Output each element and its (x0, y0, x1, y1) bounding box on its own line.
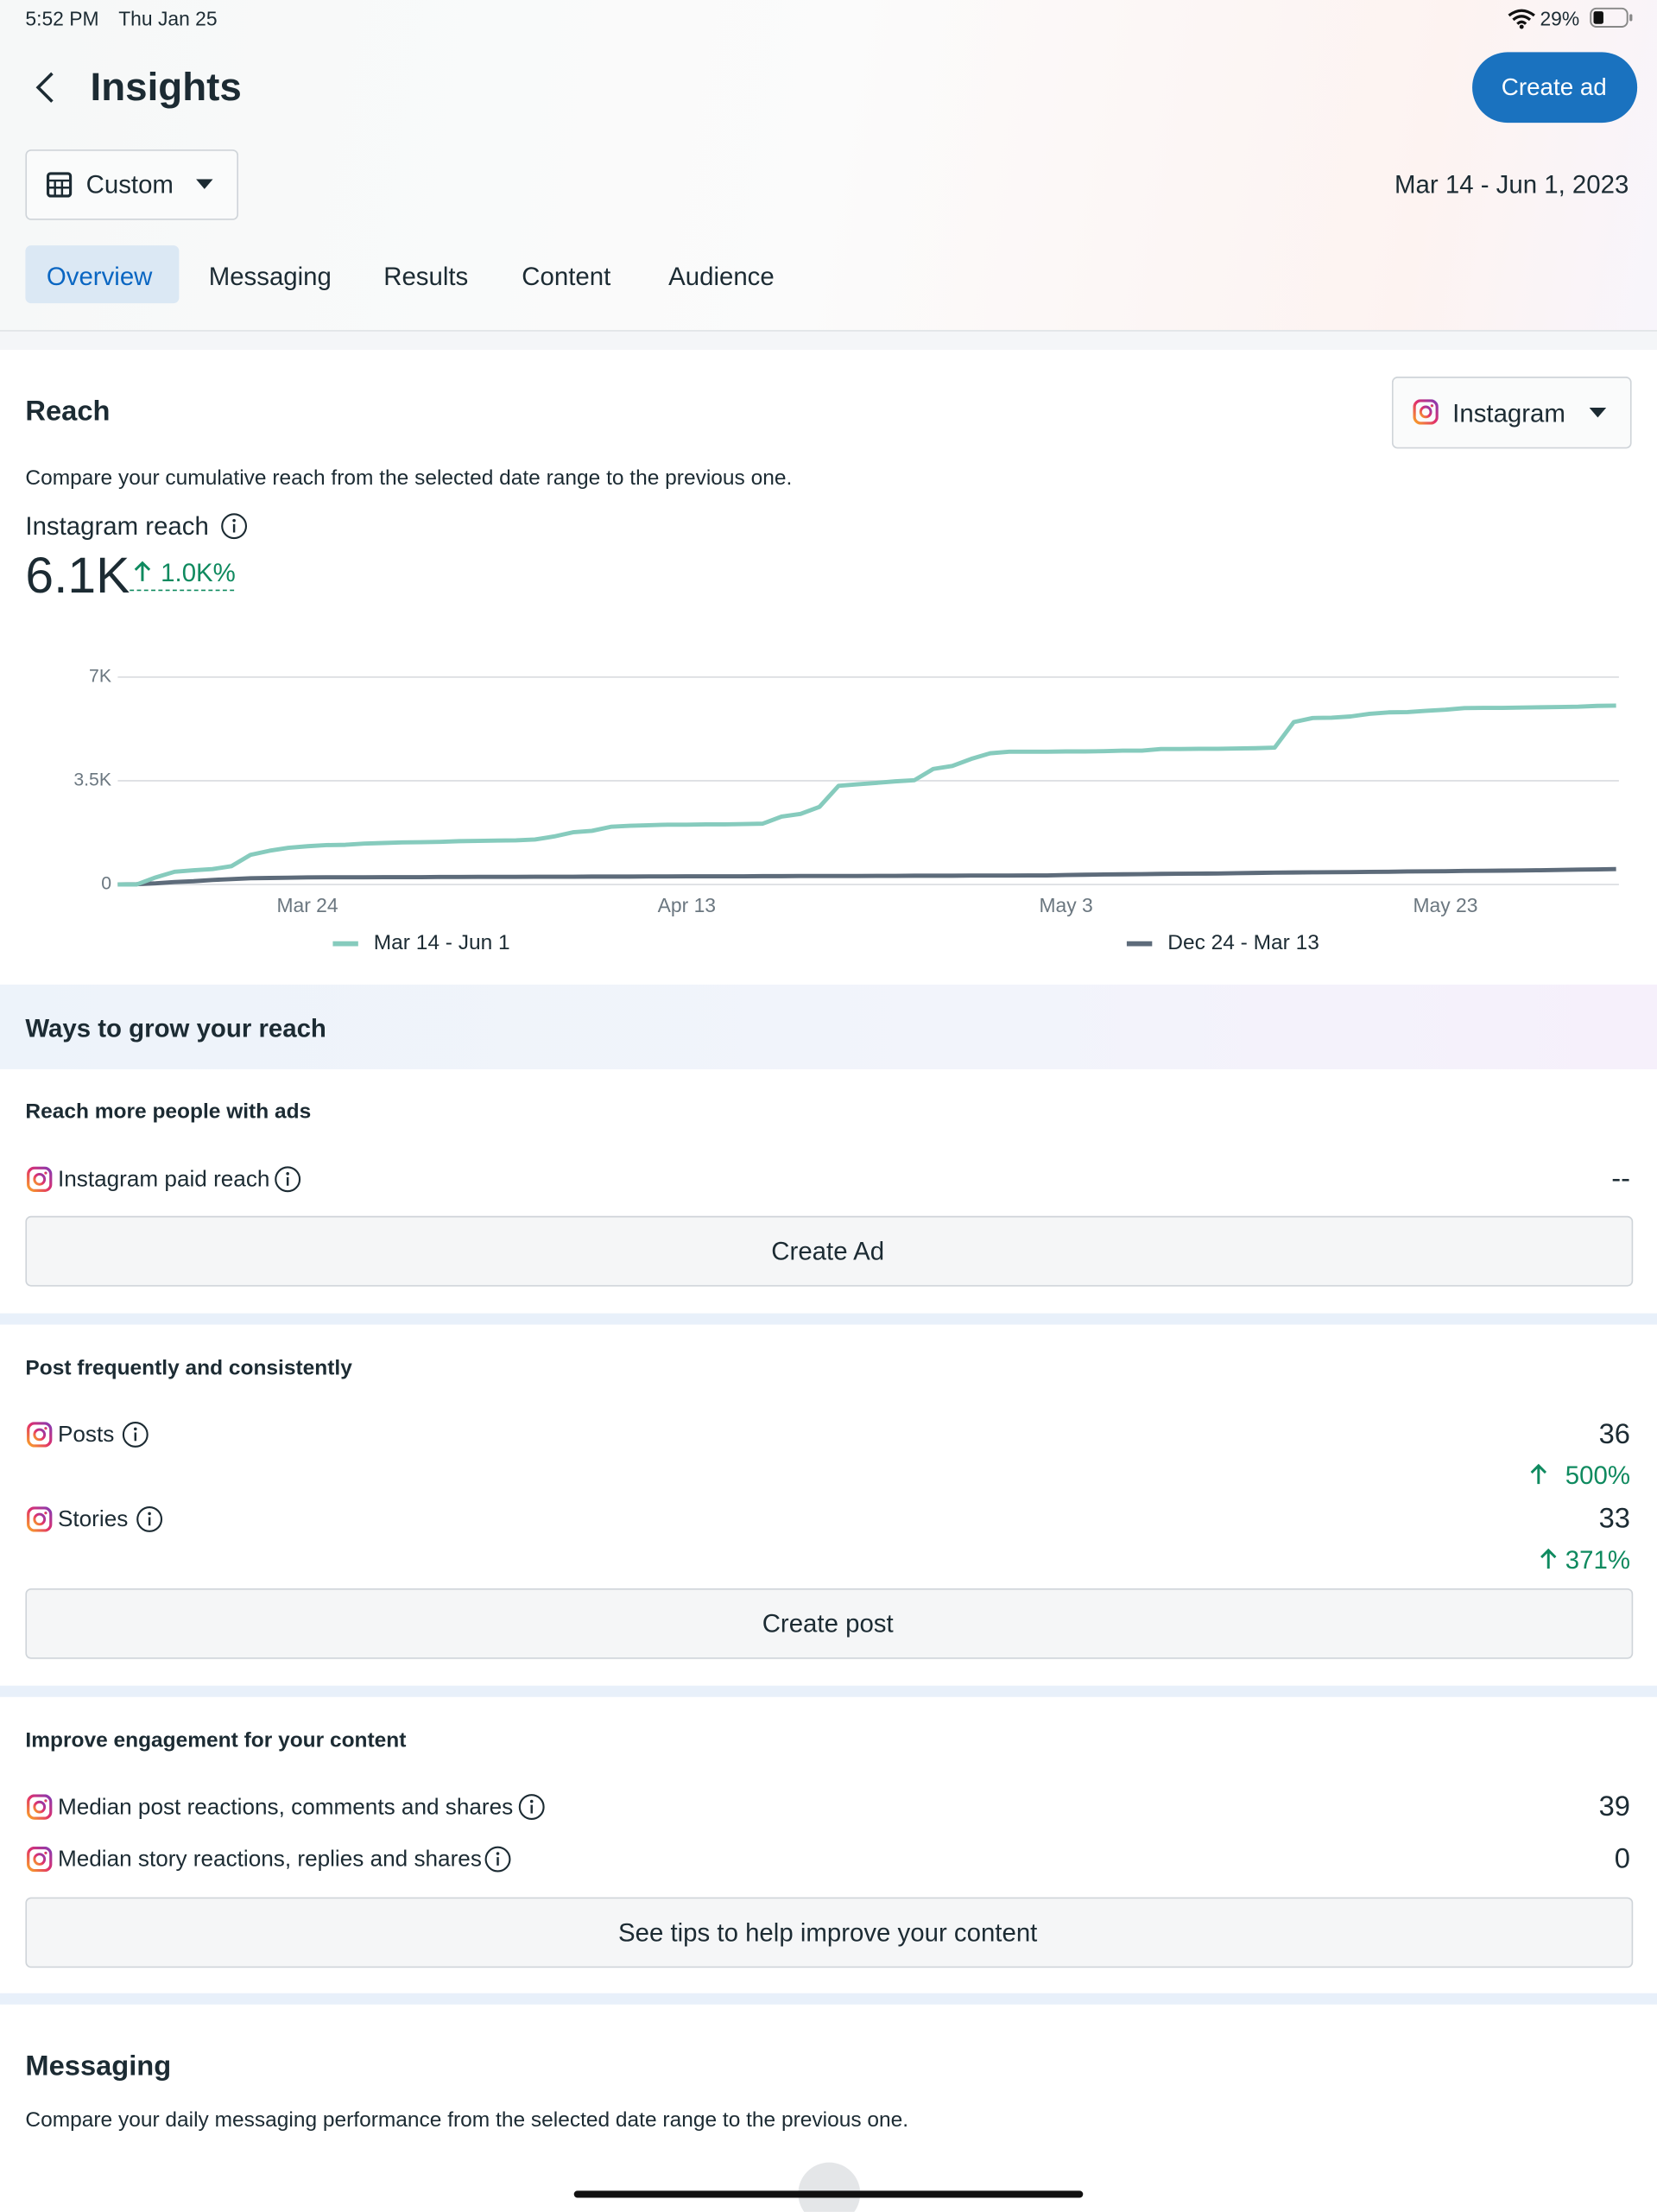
y-tick-label: 7K (89, 667, 111, 687)
instagram-icon (27, 1166, 53, 1193)
up-arrow-icon (1540, 1548, 1557, 1569)
divider-band (0, 331, 1657, 351)
button-label: See tips to help improve your content (618, 1918, 1038, 1947)
instagram-icon (27, 1846, 53, 1873)
row-value: 33 (1598, 1503, 1630, 1535)
reach-chart: 0 3.5K 7K Mar 24 Apr 13 May 3 May 23 Mar 14 - J… (73, 667, 1619, 954)
x-tick-label: Mar 24 (276, 894, 338, 916)
back-button[interactable] (31, 71, 60, 105)
x-tick-label: May 3 (1040, 894, 1093, 916)
row-label: Stories (57, 1507, 129, 1532)
tab[interactable]: Messaging (208, 262, 332, 291)
card-heading: Improve engagement for your content (25, 1728, 407, 1753)
change-underline (130, 589, 235, 592)
date-preset: Custom (85, 170, 174, 200)
create-ad-button[interactable] (1472, 52, 1638, 124)
create-post-button[interactable] (25, 1588, 1634, 1659)
instagram-icon (1413, 399, 1439, 425)
tab[interactable]: Results (383, 262, 469, 291)
row-change: 500% (1565, 1461, 1630, 1490)
grow-title: Ways to grow your reach (25, 1014, 326, 1043)
info-icon[interactable] (274, 1165, 302, 1194)
info-icon[interactable] (220, 512, 249, 541)
info-icon[interactable] (121, 1421, 149, 1449)
row-label: Posts (57, 1423, 115, 1448)
row-label: Instagram paid reach (57, 1168, 270, 1193)
metric-label: Instagram reach (25, 511, 209, 541)
header-background (0, 0, 1657, 331)
x-tick-label: May 23 (1413, 894, 1477, 916)
divider (0, 330, 1657, 332)
row-value: 39 (1598, 1791, 1630, 1823)
row-value: -- (1611, 1163, 1630, 1195)
create-ad-label: Create ad (1501, 73, 1607, 101)
caret-icon (1589, 407, 1607, 418)
section-separator (0, 1685, 1657, 1697)
section-description: Compare your daily messaging performance… (25, 2107, 909, 2133)
wifi-icon (1508, 9, 1535, 29)
info-icon[interactable] (484, 1845, 512, 1873)
caret-icon (196, 179, 213, 189)
tab-selected-background (25, 245, 180, 304)
calendar-icon (46, 172, 73, 198)
instagram-icon (27, 1422, 53, 1448)
row-label: Median post reactions, comments and shar… (57, 1796, 514, 1820)
battery-icon (1590, 7, 1633, 29)
date-range: Mar 14 - Jun 1, 2023 (1395, 170, 1629, 200)
button-label: Create Ad (771, 1237, 885, 1265)
up-arrow-icon (134, 561, 151, 581)
section-separator (0, 1313, 1657, 1325)
status-date: Thu Jan 25 (118, 7, 218, 30)
section-title: Reach (25, 396, 111, 428)
x-tick-label: Apr 13 (658, 894, 716, 916)
metric-value: 6.1K (25, 546, 130, 605)
section-description: Compare your cumulative reach from the s… (25, 466, 793, 491)
tab[interactable]: Overview (46, 262, 153, 291)
tips-button[interactable] (25, 1897, 1634, 1968)
info-icon[interactable] (136, 1505, 164, 1534)
grow-band (0, 984, 1657, 1069)
series-line (117, 703, 1616, 887)
battery-level: 29% (1540, 7, 1580, 30)
y-tick-label: 0 (101, 874, 111, 894)
y-tick-label: 3.5K (73, 770, 111, 790)
button-label: Create post (762, 1609, 894, 1638)
info-icon[interactable] (517, 1793, 546, 1822)
page-title: Insights (90, 65, 242, 109)
row-label: Median story reactions, replies and shar… (57, 1848, 482, 1873)
instagram-icon (27, 1506, 53, 1532)
section-separator (0, 1993, 1657, 2005)
tab[interactable]: Content (522, 262, 611, 291)
up-arrow-icon (1530, 1463, 1547, 1485)
card-heading: Post frequently and consistently (25, 1356, 352, 1381)
tab[interactable]: Audience (668, 262, 775, 291)
home-indicator (573, 2190, 1084, 2198)
platform: Instagram (1452, 399, 1565, 428)
legend-label: Mar 14 - Jun 1 (374, 931, 510, 954)
legend-label: Dec 24 - Mar 13 (1167, 931, 1319, 954)
metric-change: 1.0K% (161, 558, 236, 587)
series-line (117, 866, 1616, 887)
card-heading: Reach more people with ads (25, 1100, 312, 1124)
row-value: 36 (1598, 1418, 1630, 1450)
row-value: 0 (1614, 1843, 1630, 1875)
scroll-button[interactable] (798, 2162, 861, 2212)
status-time: 5:52 PM (25, 7, 99, 30)
section-title: Messaging (25, 2050, 172, 2082)
row-change: 371% (1565, 1545, 1630, 1575)
instagram-icon (27, 1794, 53, 1820)
create-ad-card-button[interactable] (25, 1215, 1634, 1287)
